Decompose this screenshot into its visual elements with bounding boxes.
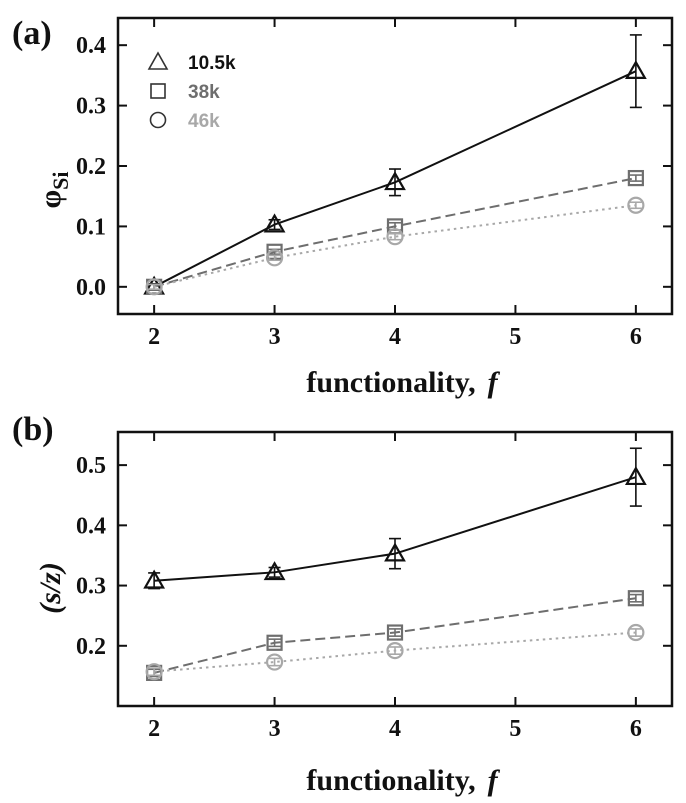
panel-b-x-axis-label: functionality, f bbox=[306, 764, 500, 797]
panel-b-y-axis-label-main: (s/z) bbox=[34, 562, 67, 614]
series-38k bbox=[146, 590, 644, 681]
legend-item-38k: 38k bbox=[150, 82, 220, 103]
legend-label: 38k bbox=[188, 82, 220, 103]
x-tick-label: 3 bbox=[269, 324, 281, 350]
panel-b-x-axis-label-main: functionality, bbox=[306, 764, 475, 797]
x-tick-label: 2 bbox=[148, 716, 160, 742]
series-line-46k bbox=[153, 204, 636, 288]
legend-marker-triangle bbox=[147, 51, 169, 70]
legend-label: 46k bbox=[188, 111, 220, 132]
legend-item-46k: 46k bbox=[149, 111, 220, 132]
y-tick-label: 0.0 bbox=[76, 275, 106, 301]
y-tick-label: 0.3 bbox=[76, 574, 106, 600]
series-46k bbox=[145, 196, 645, 296]
y-tick-label: 0.3 bbox=[76, 94, 106, 120]
data-point-triangle bbox=[384, 542, 406, 562]
panel-b: (b) 2 3 4 5 6 0.2 0.3 0.4 0.5 (s/z) functionalit… bbox=[12, 411, 674, 797]
panel-a-x-axis-label-main: functionality, bbox=[306, 366, 475, 399]
panel-b-y-axis-label: (s/z) bbox=[34, 562, 67, 614]
y-tick-label: 0.4 bbox=[76, 513, 106, 539]
x-tick-label: 6 bbox=[630, 324, 642, 350]
x-tick-label: 2 bbox=[148, 324, 160, 350]
data-point-circle bbox=[386, 228, 404, 246]
legend-label: 10.5k bbox=[188, 53, 236, 74]
data-point-triangle bbox=[384, 171, 406, 191]
panel-a: (a) 2 3 4 5 6 0.0 0.1 0.2 0.3 0.4 φSi functionali… bbox=[12, 15, 674, 399]
data-point-square bbox=[627, 169, 644, 187]
legend-marker-square bbox=[150, 83, 166, 99]
series-10.5k bbox=[143, 447, 647, 590]
panel-b-series bbox=[143, 447, 647, 681]
data-point-triangle bbox=[624, 465, 647, 486]
y-tick-label: 0.4 bbox=[76, 33, 106, 59]
data-point-square bbox=[386, 624, 404, 641]
panel-a-y-axis-label-sub: Si bbox=[48, 171, 73, 189]
legend-marker-circle bbox=[149, 111, 167, 129]
series-line-10.5k bbox=[154, 476, 637, 582]
y-tick-label: 0.2 bbox=[76, 154, 106, 180]
data-point-circle bbox=[265, 653, 284, 671]
panel-a-y-axis-label-main: φ bbox=[34, 190, 67, 209]
y-tick-label: 0.5 bbox=[76, 453, 106, 479]
panel-a-x-axis-label: functionality, f bbox=[306, 366, 500, 399]
data-point-circle bbox=[145, 663, 163, 681]
data-point-circle bbox=[386, 641, 404, 660]
series-line-38k bbox=[153, 177, 637, 288]
panel-a-legend: 10.5k 38k 46k bbox=[147, 51, 236, 132]
x-tick-label: 3 bbox=[269, 716, 281, 742]
legend-item-10.5k: 10.5k bbox=[147, 51, 236, 74]
series-line-10.5k bbox=[153, 70, 637, 288]
y-tick-label: 0.2 bbox=[76, 634, 106, 660]
series-line-46k bbox=[154, 631, 636, 673]
x-tick-label: 5 bbox=[509, 324, 521, 350]
panel-a-x-axis-label-var: f bbox=[488, 366, 501, 399]
x-tick-label: 4 bbox=[389, 324, 401, 350]
data-point-triangle bbox=[263, 213, 286, 233]
data-point-triangle bbox=[143, 569, 166, 589]
panel-a-ticks: 2 3 4 5 6 0.0 0.1 0.2 0.3 0.4 bbox=[76, 18, 672, 350]
series-line-38k bbox=[153, 597, 637, 674]
data-point-triangle bbox=[263, 561, 286, 581]
x-tick-label: 4 bbox=[389, 716, 401, 742]
panel-b-x-axis-label-var: f bbox=[488, 764, 501, 797]
x-tick-label: 6 bbox=[630, 716, 642, 742]
panel-a-series bbox=[143, 34, 647, 296]
data-point-circle bbox=[265, 249, 284, 267]
data-point-circle bbox=[145, 278, 163, 296]
data-point-square bbox=[627, 590, 644, 607]
panel-b-label: (b) bbox=[12, 411, 54, 448]
data-point-circle bbox=[627, 196, 645, 214]
data-point-circle bbox=[627, 623, 645, 642]
y-tick-label: 0.1 bbox=[76, 214, 106, 240]
data-point-triangle bbox=[624, 59, 647, 80]
panel-a-y-axis-label: φSi bbox=[34, 171, 73, 208]
data-point-square bbox=[266, 634, 283, 651]
panel-b-ticks: 2 3 4 5 6 0.2 0.3 0.4 0.5 bbox=[76, 432, 672, 742]
x-tick-label: 5 bbox=[509, 716, 521, 742]
series-46k bbox=[145, 623, 645, 681]
panel-a-label: (a) bbox=[12, 15, 52, 52]
